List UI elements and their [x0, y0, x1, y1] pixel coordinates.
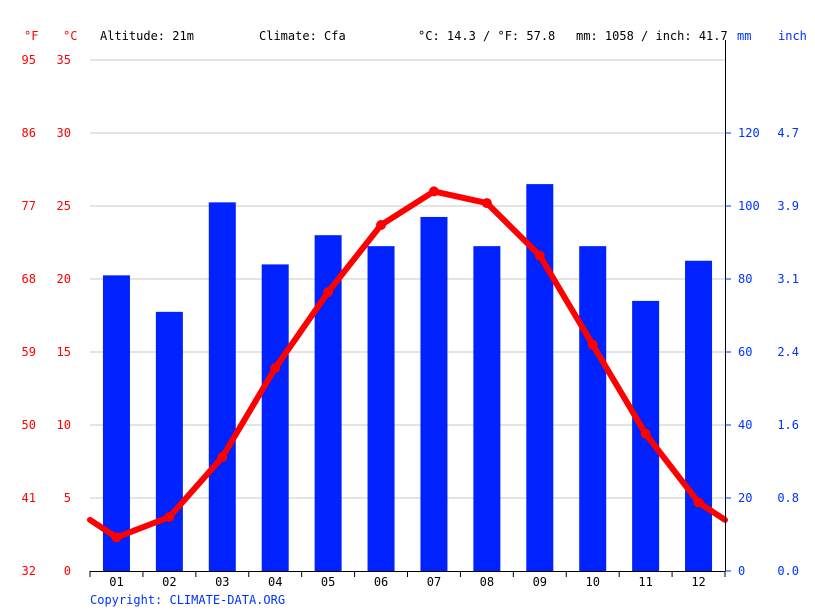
mm-tick-label: 20	[738, 491, 752, 505]
mm-tick-label: 40	[738, 418, 752, 432]
mm-tick-label: 0	[738, 564, 745, 578]
month-tick-label: 08	[480, 575, 494, 589]
inch-tick-label: 1.6	[777, 418, 799, 432]
fahrenheit-tick-label: 41	[22, 491, 36, 505]
mm-tick-label: 80	[738, 272, 752, 286]
annual-precipitation-label: mm: 1058 / inch: 41.7	[576, 29, 728, 43]
fahrenheit-unit-label: °F	[24, 29, 38, 43]
axes	[89, 40, 731, 577]
month-tick-label: 05	[321, 575, 335, 589]
fahrenheit-tick-label: 59	[22, 345, 36, 359]
celsius-tick-label: 35	[57, 53, 71, 67]
celsius-tick-label: 5	[64, 491, 71, 505]
temperature-point	[534, 250, 545, 261]
temperature-line	[87, 186, 728, 543]
celsius-tick-label: 0	[64, 564, 71, 578]
inch-tick-label: 3.9	[777, 199, 799, 213]
altitude-label: Altitude: 21m	[100, 29, 194, 43]
month-tick-label: 02	[162, 575, 176, 589]
average-temperature-label: °C: 14.3 / °F: 57.8	[418, 29, 555, 43]
mm-tick-label: 120	[738, 126, 760, 140]
precipitation-bar	[473, 246, 501, 571]
temperature-point	[323, 287, 334, 298]
month-tick-label: 10	[585, 575, 599, 589]
precipitation-bars	[102, 184, 713, 571]
precipitation-bar	[314, 235, 342, 571]
tick-labels: 01 02 03 04 05 06 07 08 09 10 11 12 32 0 41 5 50 10 59 15 68…	[22, 53, 799, 589]
mm-unit-label: mm	[737, 29, 751, 43]
celsius-tick-label: 30	[57, 126, 71, 140]
fahrenheit-tick-label: 86	[22, 126, 36, 140]
inch-tick-label: 0.8	[777, 491, 799, 505]
temperature-point	[270, 363, 281, 374]
temperature-point	[640, 428, 651, 439]
precipitation-bar	[261, 264, 289, 571]
month-tick-label: 07	[427, 575, 441, 589]
climate-label: Climate: Cfa	[259, 29, 346, 43]
month-tick-label: 06	[374, 575, 388, 589]
precipitation-bar	[208, 202, 236, 571]
fahrenheit-tick-label: 95	[22, 53, 36, 67]
inch-unit-label: inch	[778, 29, 807, 43]
mm-tick-label: 60	[738, 345, 752, 359]
temperature-point	[111, 532, 122, 543]
temperature-point	[587, 339, 598, 350]
month-tick-label: 04	[268, 575, 282, 589]
fahrenheit-tick-label: 50	[22, 418, 36, 432]
celsius-tick-label: 15	[57, 345, 71, 359]
temperature-line-path	[87, 188, 728, 541]
temperature-point	[164, 511, 175, 522]
inch-tick-label: 3.1	[777, 272, 799, 286]
celsius-tick-label: 25	[57, 199, 71, 213]
copyright-text: Copyright: CLIMATE-DATA.ORG	[90, 593, 285, 607]
temperature-point	[217, 452, 228, 463]
precipitation-bar	[579, 246, 607, 571]
month-tick-label: 12	[691, 575, 705, 589]
month-tick-label: 01	[109, 575, 123, 589]
temperature-point	[481, 198, 492, 209]
precipitation-bar	[420, 216, 448, 571]
precipitation-bar	[685, 260, 713, 571]
inch-tick-label: 2.4	[777, 345, 799, 359]
temperature-point	[376, 219, 387, 230]
month-tick-label: 11	[638, 575, 652, 589]
month-tick-label: 09	[533, 575, 547, 589]
temperature-point	[428, 186, 439, 197]
fahrenheit-tick-label: 32	[22, 564, 36, 578]
celsius-tick-label: 20	[57, 272, 71, 286]
precipitation-bar	[155, 311, 183, 571]
fahrenheit-tick-label: 77	[22, 199, 36, 213]
celsius-tick-label: 10	[57, 418, 71, 432]
temperature-point	[693, 497, 704, 508]
precipitation-bar	[367, 246, 395, 571]
inch-tick-label: 4.7	[777, 126, 799, 140]
gridlines	[90, 59, 725, 499]
celsius-unit-label: °C	[63, 29, 77, 43]
month-tick-label: 03	[215, 575, 229, 589]
precipitation-bar	[102, 275, 130, 571]
inch-tick-label: 0.0	[777, 564, 799, 578]
mm-tick-label: 100	[738, 199, 760, 213]
fahrenheit-tick-label: 68	[22, 272, 36, 286]
